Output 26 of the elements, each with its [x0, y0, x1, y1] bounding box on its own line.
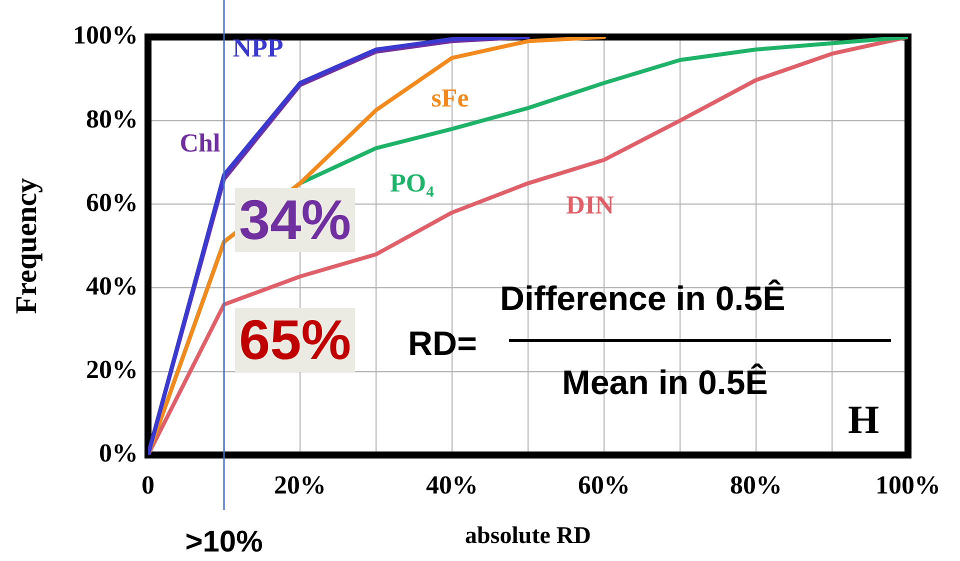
series-label: PO₄: [390, 168, 434, 198]
y-tick-label: 20%: [86, 355, 138, 384]
series-label: DIN: [566, 190, 614, 220]
y-tick-label: 0%: [99, 438, 138, 468]
x-tick-label: 60%: [578, 470, 630, 500]
annotation: 65%: [235, 308, 356, 372]
x-axis-title: absolute RD: [464, 522, 592, 549]
annotation: RD=: [408, 325, 477, 363]
x-tick-label: 40%: [426, 470, 478, 500]
y-tick-label: 40%: [86, 272, 138, 301]
y-tick-label: 80%: [86, 104, 138, 134]
series-label: NPP: [232, 34, 284, 63]
ref-line-label: >10%: [185, 525, 263, 558]
annotation: 34%: [235, 188, 356, 252]
x-tick-label: 80%: [730, 470, 782, 500]
y-tick-label: 100%: [73, 20, 138, 50]
y-tick-label: 60%: [86, 188, 138, 217]
annotation: Difference in 0.5Ê: [500, 280, 786, 318]
series-label: sFe: [431, 84, 469, 113]
annotation: H: [848, 397, 880, 442]
x-tick-label: 20%: [274, 470, 326, 500]
y-axis-title: Frequency: [10, 178, 43, 314]
x-tick-label: 0: [142, 470, 154, 500]
annotation: Mean in 0.5Ê: [562, 364, 768, 402]
series-label: Chl: [180, 128, 220, 158]
x-tick-label: 100%: [876, 470, 940, 500]
